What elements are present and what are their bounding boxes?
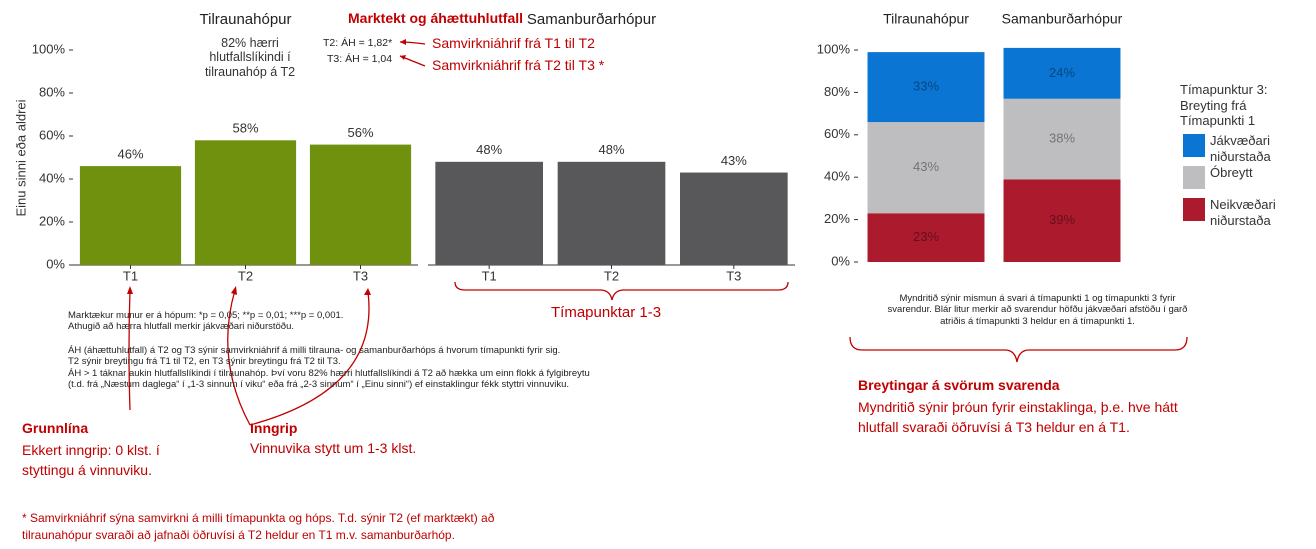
bar-segment [867, 122, 985, 214]
annotation: Myndritið sýnir mismun á svari á tímapun… [887, 293, 1188, 327]
bar [79, 166, 182, 265]
arrow [227, 289, 251, 426]
x-tick-label: T2 [604, 268, 619, 283]
y-tick-label: 60% [39, 127, 65, 142]
x-tick-label: T3 [726, 268, 741, 283]
value-label: 58% [232, 121, 258, 136]
value-label: 46% [117, 147, 143, 162]
x-tick-label: T1 [482, 268, 497, 283]
value-label: 43% [913, 159, 939, 174]
annotation: Samvirkniáhrif frá T1 til T2 [432, 35, 595, 51]
bar-segment [1003, 98, 1121, 180]
x-tick-label: T2 [238, 268, 253, 283]
annotation: Tímapunktar 1-3 [551, 304, 662, 321]
annotation-title: Breytingar á svörum svarenda [858, 377, 1060, 393]
bracket [454, 281, 789, 301]
notes: Marktækur munur er á hópum: *p = 0,05; *… [68, 310, 590, 390]
arrow-head [400, 55, 406, 60]
y-tick-label: 20% [824, 211, 850, 226]
value-label: 43% [721, 153, 747, 168]
x-tick-label: T1 [123, 268, 138, 283]
panel-title: Tilraunahópur [200, 11, 292, 28]
column-title: Samanburðarhópur [1002, 11, 1123, 27]
column-title: Tilraunahópur [883, 11, 969, 27]
annotation: T2: ÁH = 1,82* [323, 37, 393, 49]
y-tick-label: 100% [817, 41, 851, 56]
legend-label: Óbreytt [1210, 165, 1253, 180]
arrow-head [364, 288, 371, 295]
bar [309, 144, 412, 265]
y-tick-label: 60% [824, 126, 850, 141]
bar-segment [1003, 179, 1121, 262]
bracket [849, 336, 1188, 363]
annotation: Samvirkniáhrif frá T2 til T3 * [432, 57, 605, 73]
arrow-head [231, 286, 237, 295]
note-line: (t.d. frá „Næstum daglega“ í „1-3 sinnum… [68, 378, 570, 390]
annotation-title: Marktekt og áhættuhlutfall [348, 10, 524, 26]
bar [557, 161, 666, 265]
legend-swatch [1183, 198, 1205, 221]
bar-segment [1003, 47, 1121, 99]
annotation: Ekkert inngrip: 0 klst. í styttingu á vi… [22, 442, 160, 479]
y-tick-label: 80% [39, 84, 65, 99]
y-tick-label: 20% [39, 213, 65, 228]
legend-label: Neikvæðari niðurstaða [1210, 197, 1276, 228]
y-tick-label: 0% [46, 256, 65, 271]
y-tick-label: 40% [824, 169, 850, 184]
note-line: ÁH (áhættuhlutfall) á T2 og T3 sýnir sam… [68, 344, 561, 356]
value-label: 23% [913, 229, 939, 244]
x-tick-label: T3 [353, 268, 368, 283]
bar-segment [867, 213, 985, 262]
value-label: 24% [1049, 65, 1075, 80]
value-label: 39% [1049, 212, 1075, 227]
y-tick-label: 80% [824, 84, 850, 99]
annotation: Vinnuvika stytt um 1-3 klst. [250, 440, 417, 456]
value-label: 48% [476, 142, 502, 157]
arrow-head [127, 286, 133, 294]
annotation-title: Inngrip [250, 420, 298, 436]
panel-title: Samanburðarhópur [527, 11, 656, 28]
arrow-head [400, 39, 406, 45]
note-line: ÁH > 1 táknar aukin hlutfallslíkindi í t… [68, 367, 590, 379]
y-tick-label: 0% [831, 253, 850, 268]
value-label: 48% [598, 142, 624, 157]
legend-swatch [1183, 134, 1205, 157]
bar [194, 140, 297, 265]
note-line: Athugið að hærra hlutfall merkir jákvæða… [68, 321, 294, 333]
legend-title: Tímapunktur 3: Breyting frá Tímapunkti 1 [1180, 82, 1268, 129]
arrow [249, 291, 370, 426]
value-label: 38% [1049, 130, 1075, 145]
annotation-arrows [128, 41, 1188, 426]
y-axis-label: Einu sinni eða aldrei [13, 99, 28, 216]
legend-swatch [1183, 166, 1205, 189]
footnote: * Samvirkniáhrif sýna samvirkni á milli … [22, 511, 495, 542]
annotation: 82% hærri hlutfallslíkindi í tilraunahóp… [204, 36, 296, 79]
bar-segment [867, 52, 985, 123]
bar [680, 172, 788, 265]
legend-label: Jákvæðari niðurstaða [1210, 133, 1271, 164]
y-tick-label: 40% [39, 170, 65, 185]
y-tick-label: 100% [32, 41, 66, 56]
annotation: Myndritið sýnir þróun fyrir einstaklinga… [858, 399, 1178, 435]
note-line: T2 sýnir breytingu frá T1 til T2, en T3 … [68, 356, 341, 368]
value-label: 33% [913, 79, 939, 94]
arrow [128, 289, 131, 411]
bar [435, 161, 543, 265]
annotation-title: Grunnlína [22, 420, 89, 436]
value-label: 56% [347, 125, 373, 140]
annotation: T3: ÁH = 1,04 [327, 53, 393, 65]
note-line: Marktækur munur er á hópum: *p = 0,05; *… [68, 310, 344, 321]
